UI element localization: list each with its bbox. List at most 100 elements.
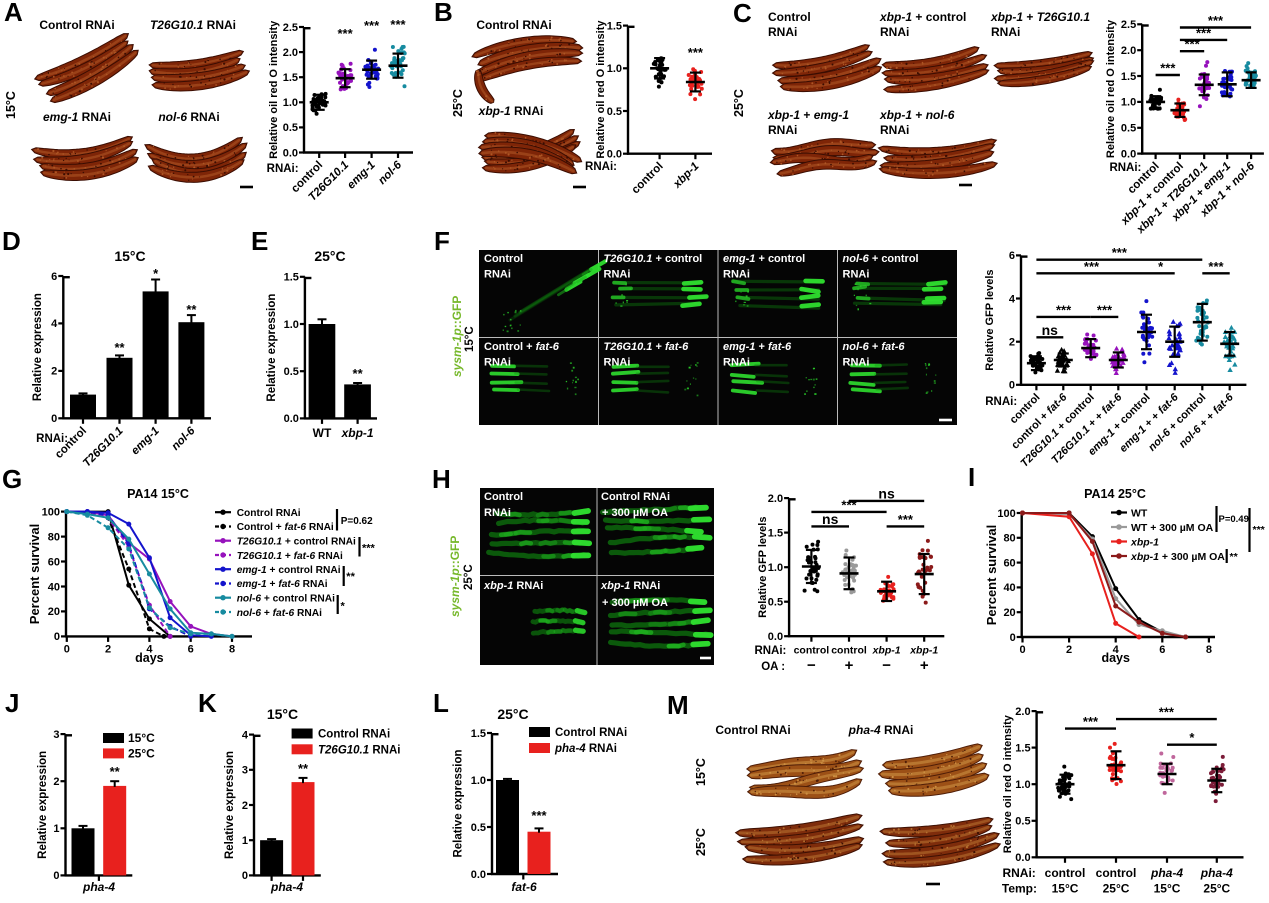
svg-text:xbp-1 + nol-6: xbp-1 + nol-6 xyxy=(879,108,955,122)
svg-text:RNAi: RNAi xyxy=(723,269,750,281)
svg-text:25°C: 25°C xyxy=(1203,882,1230,896)
svg-text:RNAi: RNAi xyxy=(843,357,870,369)
svg-text:Percent survival: Percent survival xyxy=(27,524,42,624)
svg-text:0.5: 0.5 xyxy=(1015,816,1030,828)
svg-text:control: control xyxy=(831,645,867,657)
svg-text:RNAi:: RNAi: xyxy=(985,396,1017,408)
svg-text:***: *** xyxy=(390,17,406,32)
svg-text:F: F xyxy=(434,226,450,256)
svg-text:4: 4 xyxy=(51,318,58,330)
svg-text:ns: ns xyxy=(822,511,839,527)
svg-text:2.5: 2.5 xyxy=(1121,19,1136,31)
svg-text:OA :: OA : xyxy=(761,661,785,673)
svg-text:T26G10.1 + control RNAi: T26G10.1 + control RNAi xyxy=(237,537,356,548)
svg-text:6: 6 xyxy=(1009,250,1015,262)
svg-text:**: ** xyxy=(114,340,125,355)
svg-text:L: L xyxy=(433,688,449,718)
svg-text:emg-1 + fat-6 RNAi: emg-1 + fat-6 RNAi xyxy=(237,579,328,590)
svg-text:***: *** xyxy=(1208,13,1224,28)
svg-text:T26G10.1 RNAi: T26G10.1 RNAi xyxy=(318,744,400,756)
svg-text:2.5: 2.5 xyxy=(283,22,298,34)
svg-text:***: *** xyxy=(338,26,354,41)
svg-text:15°C: 15°C xyxy=(128,731,155,745)
svg-text:control: control xyxy=(1096,866,1137,880)
svg-text:M: M xyxy=(667,690,689,720)
svg-text:2.0: 2.0 xyxy=(1121,45,1136,57)
svg-text:C: C xyxy=(733,0,752,28)
svg-text:Relative expression: Relative expression xyxy=(453,749,465,857)
svg-text:RNAi: RNAi xyxy=(880,123,909,137)
svg-text:A: A xyxy=(4,0,23,27)
svg-text:E: E xyxy=(251,226,268,256)
svg-text:Relative expression: Relative expression xyxy=(266,294,278,402)
svg-text:xbp-1 RNAi: xbp-1 RNAi xyxy=(478,104,544,118)
svg-text:0.0: 0.0 xyxy=(607,149,622,161)
svg-text:4: 4 xyxy=(1009,293,1016,305)
svg-text:0: 0 xyxy=(1010,632,1016,644)
svg-text:WT: WT xyxy=(313,426,332,440)
svg-text:Control: Control xyxy=(484,491,523,503)
svg-text:pha-4 RNAi: pha-4 RNAi xyxy=(848,723,914,737)
svg-text:Control RNAi: Control RNAi xyxy=(318,729,390,741)
svg-text:Relative GFP levels: Relative GFP levels xyxy=(757,517,769,618)
svg-text:Relative expression: Relative expression xyxy=(224,751,236,859)
svg-text:ns: ns xyxy=(878,485,895,501)
svg-text:+ 300 µM OA: + 300 µM OA xyxy=(602,597,668,609)
svg-text:15°C: 15°C xyxy=(267,706,298,722)
svg-text:nol-6 + fat-6: nol-6 + fat-6 xyxy=(843,341,906,353)
svg-text:15°C: 15°C xyxy=(114,248,145,264)
svg-text:RNAi: RNAi xyxy=(604,269,631,281)
svg-text:25°C: 25°C xyxy=(732,89,746,117)
svg-text:15°C: 15°C xyxy=(1052,882,1079,896)
svg-text:nol-6 + control RNAi: nol-6 + control RNAi xyxy=(237,594,335,605)
svg-text:+: + xyxy=(920,657,929,674)
svg-text:RNAi: RNAi xyxy=(768,25,797,39)
svg-text:days: days xyxy=(1101,651,1130,665)
svg-text:**: ** xyxy=(353,366,364,381)
svg-text:WT + 300 µM OA: WT + 300 µM OA xyxy=(1131,522,1214,534)
svg-text:25°C: 25°C xyxy=(451,89,465,117)
svg-text:xbp-1: xbp-1 xyxy=(1130,536,1159,548)
svg-text:1.5: 1.5 xyxy=(768,527,783,539)
svg-text:0: 0 xyxy=(64,643,70,655)
svg-text:fat-6: fat-6 xyxy=(511,880,537,894)
svg-text:2.0: 2.0 xyxy=(1015,706,1030,718)
svg-text:WT: WT xyxy=(1131,507,1148,519)
svg-text:1: 1 xyxy=(242,835,248,847)
svg-text:1.0: 1.0 xyxy=(1015,779,1030,791)
svg-text:15°C: 15°C xyxy=(1154,882,1181,896)
svg-text:1.5: 1.5 xyxy=(1121,71,1136,83)
svg-text:RNAi:: RNAi: xyxy=(267,163,299,175)
svg-text:100: 100 xyxy=(997,508,1015,520)
svg-text:2: 2 xyxy=(105,643,111,655)
svg-text:emg-1 RNAi: emg-1 RNAi xyxy=(43,110,111,124)
svg-text:days: days xyxy=(135,651,164,665)
svg-text:xbp-1 RNAi: xbp-1 RNAi xyxy=(600,580,660,592)
svg-text:20: 20 xyxy=(1003,607,1015,619)
svg-text:xbp-1 + T26G10.1: xbp-1 + T26G10.1 xyxy=(990,10,1090,24)
svg-text:B: B xyxy=(434,0,453,27)
svg-text:25°C: 25°C xyxy=(314,248,345,264)
svg-text:xbp-1: xbp-1 xyxy=(872,645,901,657)
svg-text:25°C: 25°C xyxy=(463,564,475,590)
svg-text:2: 2 xyxy=(1066,644,1072,656)
svg-text:25°C: 25°C xyxy=(694,828,708,856)
svg-text:4: 4 xyxy=(242,729,249,741)
svg-text:nol-6 + control: nol-6 + control xyxy=(843,253,919,265)
svg-text:RNAi: RNAi xyxy=(768,123,797,137)
svg-text:Relative oil red O intensity: Relative oil red O intensity xyxy=(268,20,280,159)
svg-text:0.5: 0.5 xyxy=(471,822,486,834)
svg-text:0.5: 0.5 xyxy=(1121,123,1136,135)
svg-text:40: 40 xyxy=(1003,582,1015,594)
svg-text:**: ** xyxy=(298,761,309,776)
svg-text:Control: Control xyxy=(768,10,811,24)
svg-text:**: ** xyxy=(346,571,355,583)
svg-text:ns: ns xyxy=(1042,322,1059,338)
svg-text:control: control xyxy=(1045,866,1086,880)
svg-text:80: 80 xyxy=(1003,533,1015,545)
svg-text:H: H xyxy=(432,464,451,494)
svg-text:***: *** xyxy=(362,543,376,555)
svg-text:0: 0 xyxy=(53,870,59,882)
svg-text:0.0: 0.0 xyxy=(1121,148,1136,160)
svg-text:Control RNAi: Control RNAi xyxy=(39,18,114,32)
